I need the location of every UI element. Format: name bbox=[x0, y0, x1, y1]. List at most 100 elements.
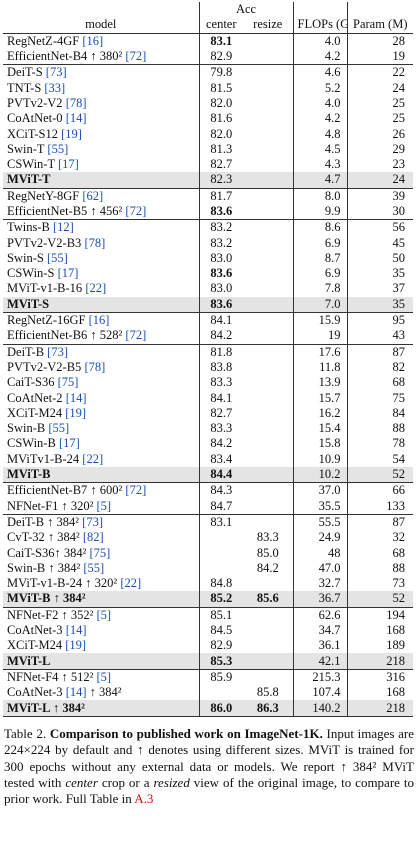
flops-cell: 7.0 bbox=[293, 296, 348, 313]
table-row: MViT-B 84.4 10.2 52 bbox=[3, 466, 413, 483]
center-cell: 82.0 bbox=[210, 126, 233, 141]
params-cell: 316 bbox=[347, 668, 413, 686]
table-row: CaiT-S36↑ 384² [75] 85.0 48 68 bbox=[3, 545, 413, 561]
params-cell: 56 bbox=[347, 219, 413, 236]
citation: [17] bbox=[58, 436, 80, 451]
model-name: RegNetZ-16GF bbox=[7, 313, 86, 328]
model-name: NFNet-F4 ↑ 512² bbox=[7, 669, 94, 684]
table-row: NFNet-F4 ↑ 512² [5] 85.9 215.3 316 bbox=[3, 668, 413, 686]
model-name: XCiT-S12 bbox=[7, 126, 58, 141]
caption-part: A.3 bbox=[134, 791, 154, 807]
table-body: Acc model center resize FLOPs (G) Param … bbox=[3, 2, 413, 717]
model-cell: XCiT-S12 [19] bbox=[3, 126, 200, 142]
model-cell: MViT-B ↑ 384² bbox=[3, 591, 200, 608]
model-cell: Swin-T [55] bbox=[3, 141, 200, 157]
flops-cell: 4.8 bbox=[293, 126, 348, 142]
table-row: MViT-L 85.3 42.1 218 bbox=[3, 653, 413, 670]
model-cell: CoAtNet-3 [14] bbox=[3, 622, 200, 639]
caption-part: Comparison to published work on ImageNet… bbox=[49, 726, 323, 741]
flops-cell: 15.9 bbox=[293, 311, 348, 329]
resize-cell: 85.0 bbox=[243, 545, 294, 561]
model-cell: CvT-32 ↑ 384² [82] bbox=[3, 530, 200, 546]
table-row: PVTv2-V2 [78] 82.0 4.0 25 bbox=[3, 95, 413, 112]
model-name: CaiT-S36↑ 384² bbox=[7, 545, 87, 560]
model-cell: Swin-S [55] bbox=[3, 250, 200, 267]
table-row: CSWin-S [17] 83.6 6.9 35 bbox=[3, 266, 413, 282]
params-cell: 43 bbox=[392, 328, 406, 343]
header-cell: Acc bbox=[199, 2, 294, 18]
header-cell bbox=[347, 2, 413, 17]
center-cell: 83.4 bbox=[210, 451, 233, 466]
params-cell: 32 bbox=[392, 530, 406, 545]
flops-cell: 24.9 bbox=[293, 530, 348, 546]
citation: [17] bbox=[58, 157, 79, 172]
flops-cell: 9.9 bbox=[293, 203, 348, 220]
model-name: PVTv2-V2-B3 bbox=[7, 235, 82, 250]
flops-cell: 15.8 bbox=[293, 436, 348, 452]
header-cell bbox=[293, 2, 348, 18]
center-cell: 81.5 bbox=[210, 80, 233, 95]
resize-cell bbox=[243, 266, 294, 282]
params-cell: 24 bbox=[392, 80, 406, 95]
resize-cell bbox=[243, 126, 294, 142]
flops-cell: 15.7 bbox=[293, 390, 348, 406]
model-name: NFNet-F1 ↑ 320² bbox=[7, 498, 94, 513]
flops-cell: 55.5 bbox=[293, 513, 348, 531]
resize-cell bbox=[243, 668, 294, 686]
flops-cell: 10.9 bbox=[293, 451, 348, 467]
model-cell: EfficientNet-B6 ↑ 528² [72] bbox=[3, 328, 200, 345]
resize-cell bbox=[243, 498, 294, 515]
center-cell: 83.0 bbox=[210, 281, 233, 296]
table-row: CoAtNet-3 [14] 84.5 34.7 168 bbox=[3, 622, 413, 639]
flops-cell: 5.2 bbox=[293, 80, 348, 96]
model-name: Swin-B ↑ 384² bbox=[7, 560, 81, 575]
resize-cell bbox=[243, 281, 294, 297]
center-cell: 83.1 bbox=[199, 32, 243, 49]
params-cell: 26 bbox=[392, 126, 406, 141]
resize-cell bbox=[243, 375, 294, 391]
model-name: CoAtNet-3 bbox=[7, 685, 63, 700]
params-cell: 52 bbox=[347, 466, 413, 483]
table-row: CSWin-T [17] 82.7 4.3 23 bbox=[3, 156, 413, 173]
resize-cell bbox=[243, 235, 294, 251]
flops-cell: 17.6 bbox=[293, 343, 348, 360]
model-cell: MViT-L ↑ 384² bbox=[3, 700, 200, 717]
citation: [55] bbox=[48, 421, 70, 436]
model-name: MViT-T bbox=[7, 172, 51, 187]
model-cell: MViT-T bbox=[3, 172, 200, 189]
table-row: DeiT-B [73] 81.8 17.6 87 bbox=[3, 343, 413, 360]
params-cell: 68 bbox=[392, 375, 406, 390]
model-name: EfficientNet-B4 ↑ 380² bbox=[7, 49, 123, 64]
model-name: MViT-v1-B-24 ↑ 320² bbox=[7, 576, 118, 591]
citation: [22] bbox=[82, 451, 104, 466]
flops-cell: 8.0 bbox=[293, 187, 348, 204]
table-row: MViT-B ↑ 384² 85.2 85.6 36.7 52 bbox=[3, 591, 413, 608]
table-row: NFNet-F2 ↑ 352² [5] 85.1 62.6 194 bbox=[3, 606, 413, 623]
model-name: EfficientNet-B5 ↑ 456² bbox=[7, 204, 123, 218]
model-name: DeiT-B ↑ 384² bbox=[7, 514, 80, 529]
model-name: PVTv2-V2-B5 bbox=[7, 359, 82, 374]
params-cell: 35 bbox=[347, 296, 413, 313]
model-cell: MViTv1-B-24 [22] bbox=[3, 451, 200, 467]
model-cell: CoAtNet-3 [14] ↑ 384² bbox=[3, 685, 200, 701]
params-cell: 66 bbox=[347, 482, 413, 499]
citation: [72] bbox=[125, 49, 147, 64]
center-cell: 83.1 bbox=[199, 513, 243, 531]
resize-cell bbox=[243, 575, 294, 592]
resize-cell bbox=[243, 421, 294, 437]
citation: [72] bbox=[125, 328, 147, 343]
flops-cell: 215.3 bbox=[293, 668, 348, 686]
citation: [17] bbox=[57, 266, 79, 281]
params-cell: 23 bbox=[392, 157, 406, 172]
flops-cell: 11.8 bbox=[293, 359, 348, 376]
flops-cell: 6.9 bbox=[293, 266, 348, 282]
resize-cell bbox=[243, 311, 294, 329]
model-cell: DeiT-B ↑ 384² [73] bbox=[3, 513, 200, 531]
model-name: CoAtNet-0 bbox=[7, 111, 63, 126]
center-cell: 84.5 bbox=[210, 623, 233, 638]
model-name: CvT-32 ↑ 384² bbox=[7, 530, 80, 545]
flops-cell: 34.7 bbox=[293, 622, 348, 639]
model-cell: CSWin-T [17] bbox=[3, 156, 200, 173]
citation: [55] bbox=[46, 250, 68, 265]
table-row: RegNetY-8GF [62] 81.7 8.0 39 bbox=[3, 187, 413, 204]
